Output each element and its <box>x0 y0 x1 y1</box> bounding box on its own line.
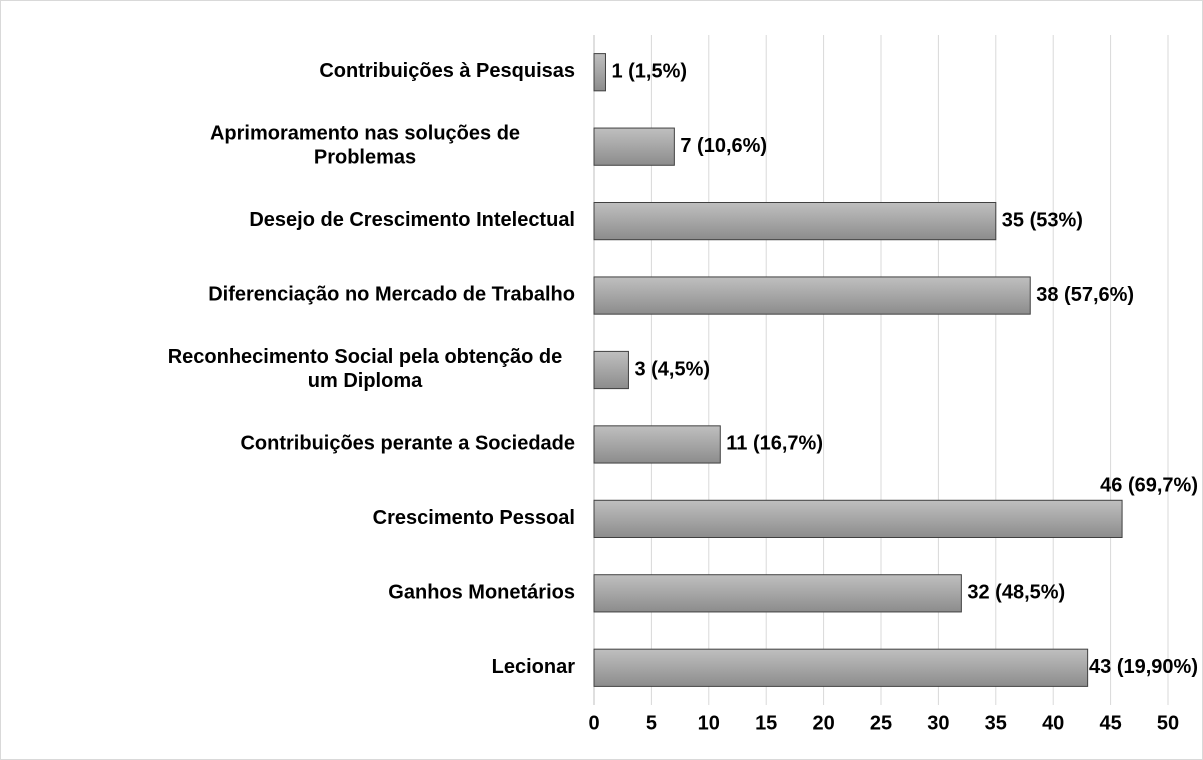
category-label: Ganhos Monetários <box>388 582 575 604</box>
category-label: Crescimento Pessoal <box>373 507 575 529</box>
x-tick-label: 45 <box>1099 712 1121 734</box>
bar <box>593 574 962 613</box>
x-tick-label: 40 <box>1042 712 1064 734</box>
category-label: Desejo de Crescimento Intelectual <box>249 209 575 231</box>
value-label: 35 (53%) <box>1002 209 1083 231</box>
bar <box>593 276 1031 315</box>
bar <box>593 425 721 464</box>
x-tick-label: 10 <box>698 712 720 734</box>
category-label: Contribuições à Pesquisas <box>319 61 575 83</box>
bar <box>593 499 1123 538</box>
x-tick-label: 5 <box>646 712 657 734</box>
value-label: 32 (48,5%) <box>967 582 1065 604</box>
bar <box>593 648 1089 687</box>
x-tick-label: 30 <box>927 712 949 734</box>
value-label: 46 (69,7%) <box>1100 475 1198 497</box>
x-tick-label: 35 <box>985 712 1007 734</box>
x-tick-label: 20 <box>812 712 834 734</box>
x-tick-label: 25 <box>870 712 892 734</box>
bar <box>593 53 606 92</box>
value-label: 7 (10,6%) <box>680 135 767 157</box>
x-tick-label: 0 <box>588 712 599 734</box>
value-label: 38 (57,6%) <box>1036 284 1134 306</box>
value-label: 3 (4,5%) <box>634 358 710 380</box>
category-label: Diferenciação no Mercado de Trabalho <box>208 284 575 306</box>
category-label: Aprimoramento nas soluções de Problemas <box>210 123 520 169</box>
bar <box>593 350 629 390</box>
value-label: 43 (19,90%) <box>1089 656 1198 678</box>
value-label: 11 (16,7%) <box>726 433 823 455</box>
x-tick-label: 15 <box>755 712 777 734</box>
category-label: Contribuições perante a Sociedade <box>240 433 575 455</box>
bar <box>593 127 675 166</box>
bar <box>593 202 997 241</box>
x-tick-label: 50 <box>1157 712 1179 734</box>
category-label: Lecionar <box>492 656 576 678</box>
category-label: Reconhecimento Social pela obtenção de um… <box>168 346 563 392</box>
value-label: 1 (1,5%) <box>611 61 687 83</box>
